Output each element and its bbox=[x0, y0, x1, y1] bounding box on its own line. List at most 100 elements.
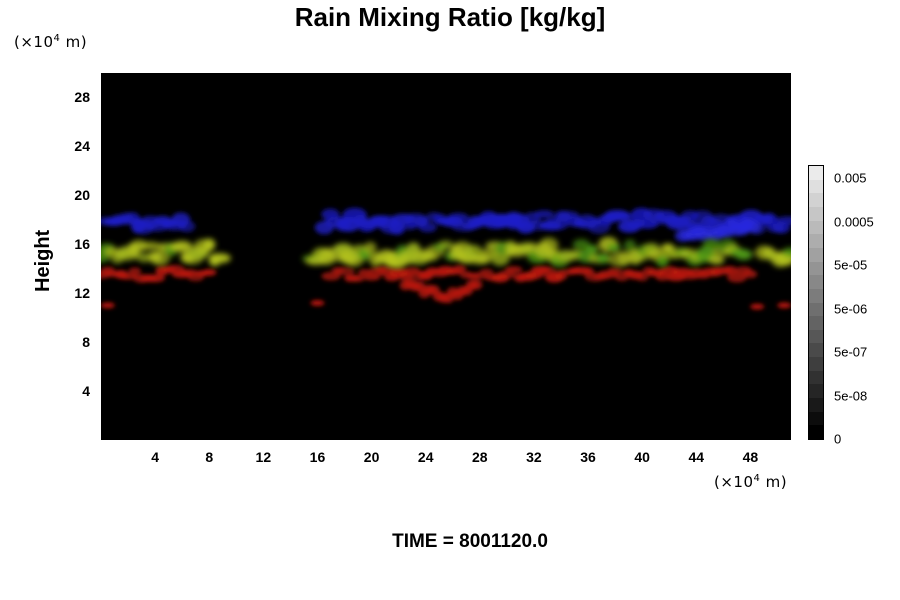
middle-layer-cell bbox=[585, 244, 599, 254]
colorbar-label: 5e-06 bbox=[834, 301, 868, 316]
lower-layer-cell bbox=[358, 269, 372, 277]
chart-title: Rain Mixing Ratio [kg/kg] bbox=[294, 2, 606, 32]
middle-layer-cell bbox=[438, 240, 454, 250]
x-tick-label: 36 bbox=[580, 449, 596, 465]
y-tick-label: 24 bbox=[74, 138, 90, 155]
colorbar-segment bbox=[809, 425, 823, 440]
colorbar-label: 5e-08 bbox=[834, 388, 868, 403]
middle-layer-cell bbox=[151, 250, 170, 266]
middle-layer-cell bbox=[463, 244, 483, 259]
middle-layer-cell bbox=[172, 240, 193, 252]
colorbar-segment bbox=[809, 329, 823, 344]
y-axis-unit: (×104 m) bbox=[14, 33, 88, 51]
upper-layer-cell bbox=[613, 212, 633, 221]
lower-rain-layer bbox=[91, 264, 792, 310]
middle-layer-cell bbox=[539, 237, 559, 254]
colorbar-segment bbox=[809, 302, 823, 317]
lower-layer-cell bbox=[334, 266, 355, 276]
middle-rain-layer bbox=[91, 236, 800, 269]
upper-layer-cell bbox=[745, 221, 762, 234]
lower-layer-cell bbox=[635, 271, 649, 282]
middle-layer-cell bbox=[656, 255, 669, 267]
lower-layer-cell bbox=[118, 273, 138, 280]
lower-layer-cell bbox=[321, 271, 341, 281]
colorbar-segment bbox=[809, 288, 823, 303]
colorbar-segment bbox=[809, 193, 823, 208]
x-tick-label: 4 bbox=[151, 449, 160, 465]
lower-layer-cell bbox=[479, 268, 494, 275]
x-tick-label: 8 bbox=[205, 449, 214, 465]
y-tick-label: 20 bbox=[74, 187, 90, 204]
x-tick-label: 16 bbox=[309, 449, 326, 465]
lower-layer-cell bbox=[726, 272, 747, 283]
lower-layer-cell bbox=[145, 274, 166, 283]
y-tick-label: 8 bbox=[82, 334, 90, 351]
colorbar-label: 5e-07 bbox=[834, 344, 868, 360]
colorbar-label: 0 bbox=[834, 431, 842, 447]
colorbar-segment bbox=[809, 370, 823, 385]
middle-layer-cell bbox=[617, 251, 632, 266]
lower-layer-cell bbox=[607, 267, 623, 275]
lower-layer-cell bbox=[777, 302, 792, 309]
upper-layer-cell bbox=[761, 212, 778, 227]
middle-layer-cell bbox=[136, 252, 153, 263]
x-tick-label: 28 bbox=[472, 449, 488, 465]
colorbar-segment bbox=[809, 220, 823, 235]
middle-layer-cell bbox=[203, 238, 216, 251]
lower-layer-cell bbox=[470, 279, 483, 290]
colorbar-segment bbox=[809, 261, 823, 276]
middle-layer-cell bbox=[138, 241, 161, 250]
colorbar-label: 0.0005 bbox=[834, 214, 874, 229]
upper-layer-cell bbox=[178, 220, 196, 233]
x-tick-label: 40 bbox=[634, 449, 650, 465]
colorbar-segment bbox=[809, 247, 823, 263]
middle-layer-cell bbox=[595, 253, 610, 264]
y-tick-label: 16 bbox=[74, 236, 90, 253]
middle-layer-cell bbox=[406, 242, 421, 254]
upper-layer-cell bbox=[389, 221, 406, 235]
lower-layer-cell bbox=[750, 303, 765, 310]
upper-layer-cell bbox=[418, 222, 437, 233]
middle-layer-cell bbox=[702, 238, 720, 251]
middle-layer-cell bbox=[708, 255, 725, 265]
upper-layer-cell bbox=[534, 210, 555, 219]
colorbar-segment bbox=[809, 234, 823, 249]
colorbar-segment bbox=[809, 316, 823, 331]
lower-layer-cell bbox=[452, 264, 467, 273]
lower-layer-cell bbox=[504, 266, 523, 274]
colorbar-segment bbox=[809, 384, 823, 399]
x-tick-label: 20 bbox=[363, 449, 380, 465]
y-tick-label: 12 bbox=[74, 285, 90, 302]
colorbar-segment bbox=[809, 179, 823, 194]
middle-layer-cell bbox=[734, 249, 753, 260]
heatmap-field bbox=[91, 207, 801, 310]
lower-layer-cell bbox=[201, 268, 217, 276]
colorbar-segment bbox=[809, 411, 823, 426]
lower-layer-cell bbox=[128, 267, 142, 275]
y-axis-label: Height bbox=[32, 229, 54, 292]
colorbar-segment bbox=[809, 343, 823, 358]
middle-layer-cell bbox=[606, 243, 621, 252]
middle-layer-cell bbox=[209, 253, 231, 264]
lower-layer-cell bbox=[351, 274, 365, 282]
colorbar-segment bbox=[809, 166, 823, 181]
upper-layer-cell bbox=[447, 212, 470, 223]
middle-layer-cell bbox=[572, 239, 590, 251]
colorbar-label: 5e-05 bbox=[834, 257, 868, 273]
colorbar bbox=[808, 165, 824, 440]
lower-layer-cell bbox=[310, 299, 325, 306]
colorbar-label: 0.005 bbox=[834, 170, 867, 186]
x-tick-label: 32 bbox=[526, 449, 542, 465]
x-tick-label: 24 bbox=[417, 449, 434, 465]
lower-layer-cell bbox=[722, 265, 738, 275]
x-tick-label: 12 bbox=[255, 449, 272, 465]
middle-layer-cell bbox=[623, 239, 637, 253]
y-tick-label: 28 bbox=[74, 89, 90, 106]
x-tick-label: 48 bbox=[742, 449, 759, 465]
colorbar-segment bbox=[809, 357, 823, 372]
x-axis-unit: (×104 m) bbox=[714, 473, 788, 491]
colorbar-segment bbox=[809, 398, 823, 413]
x-tick-label: 44 bbox=[688, 449, 705, 465]
lower-layer-cell bbox=[743, 270, 758, 279]
middle-layer-cell bbox=[363, 241, 377, 254]
